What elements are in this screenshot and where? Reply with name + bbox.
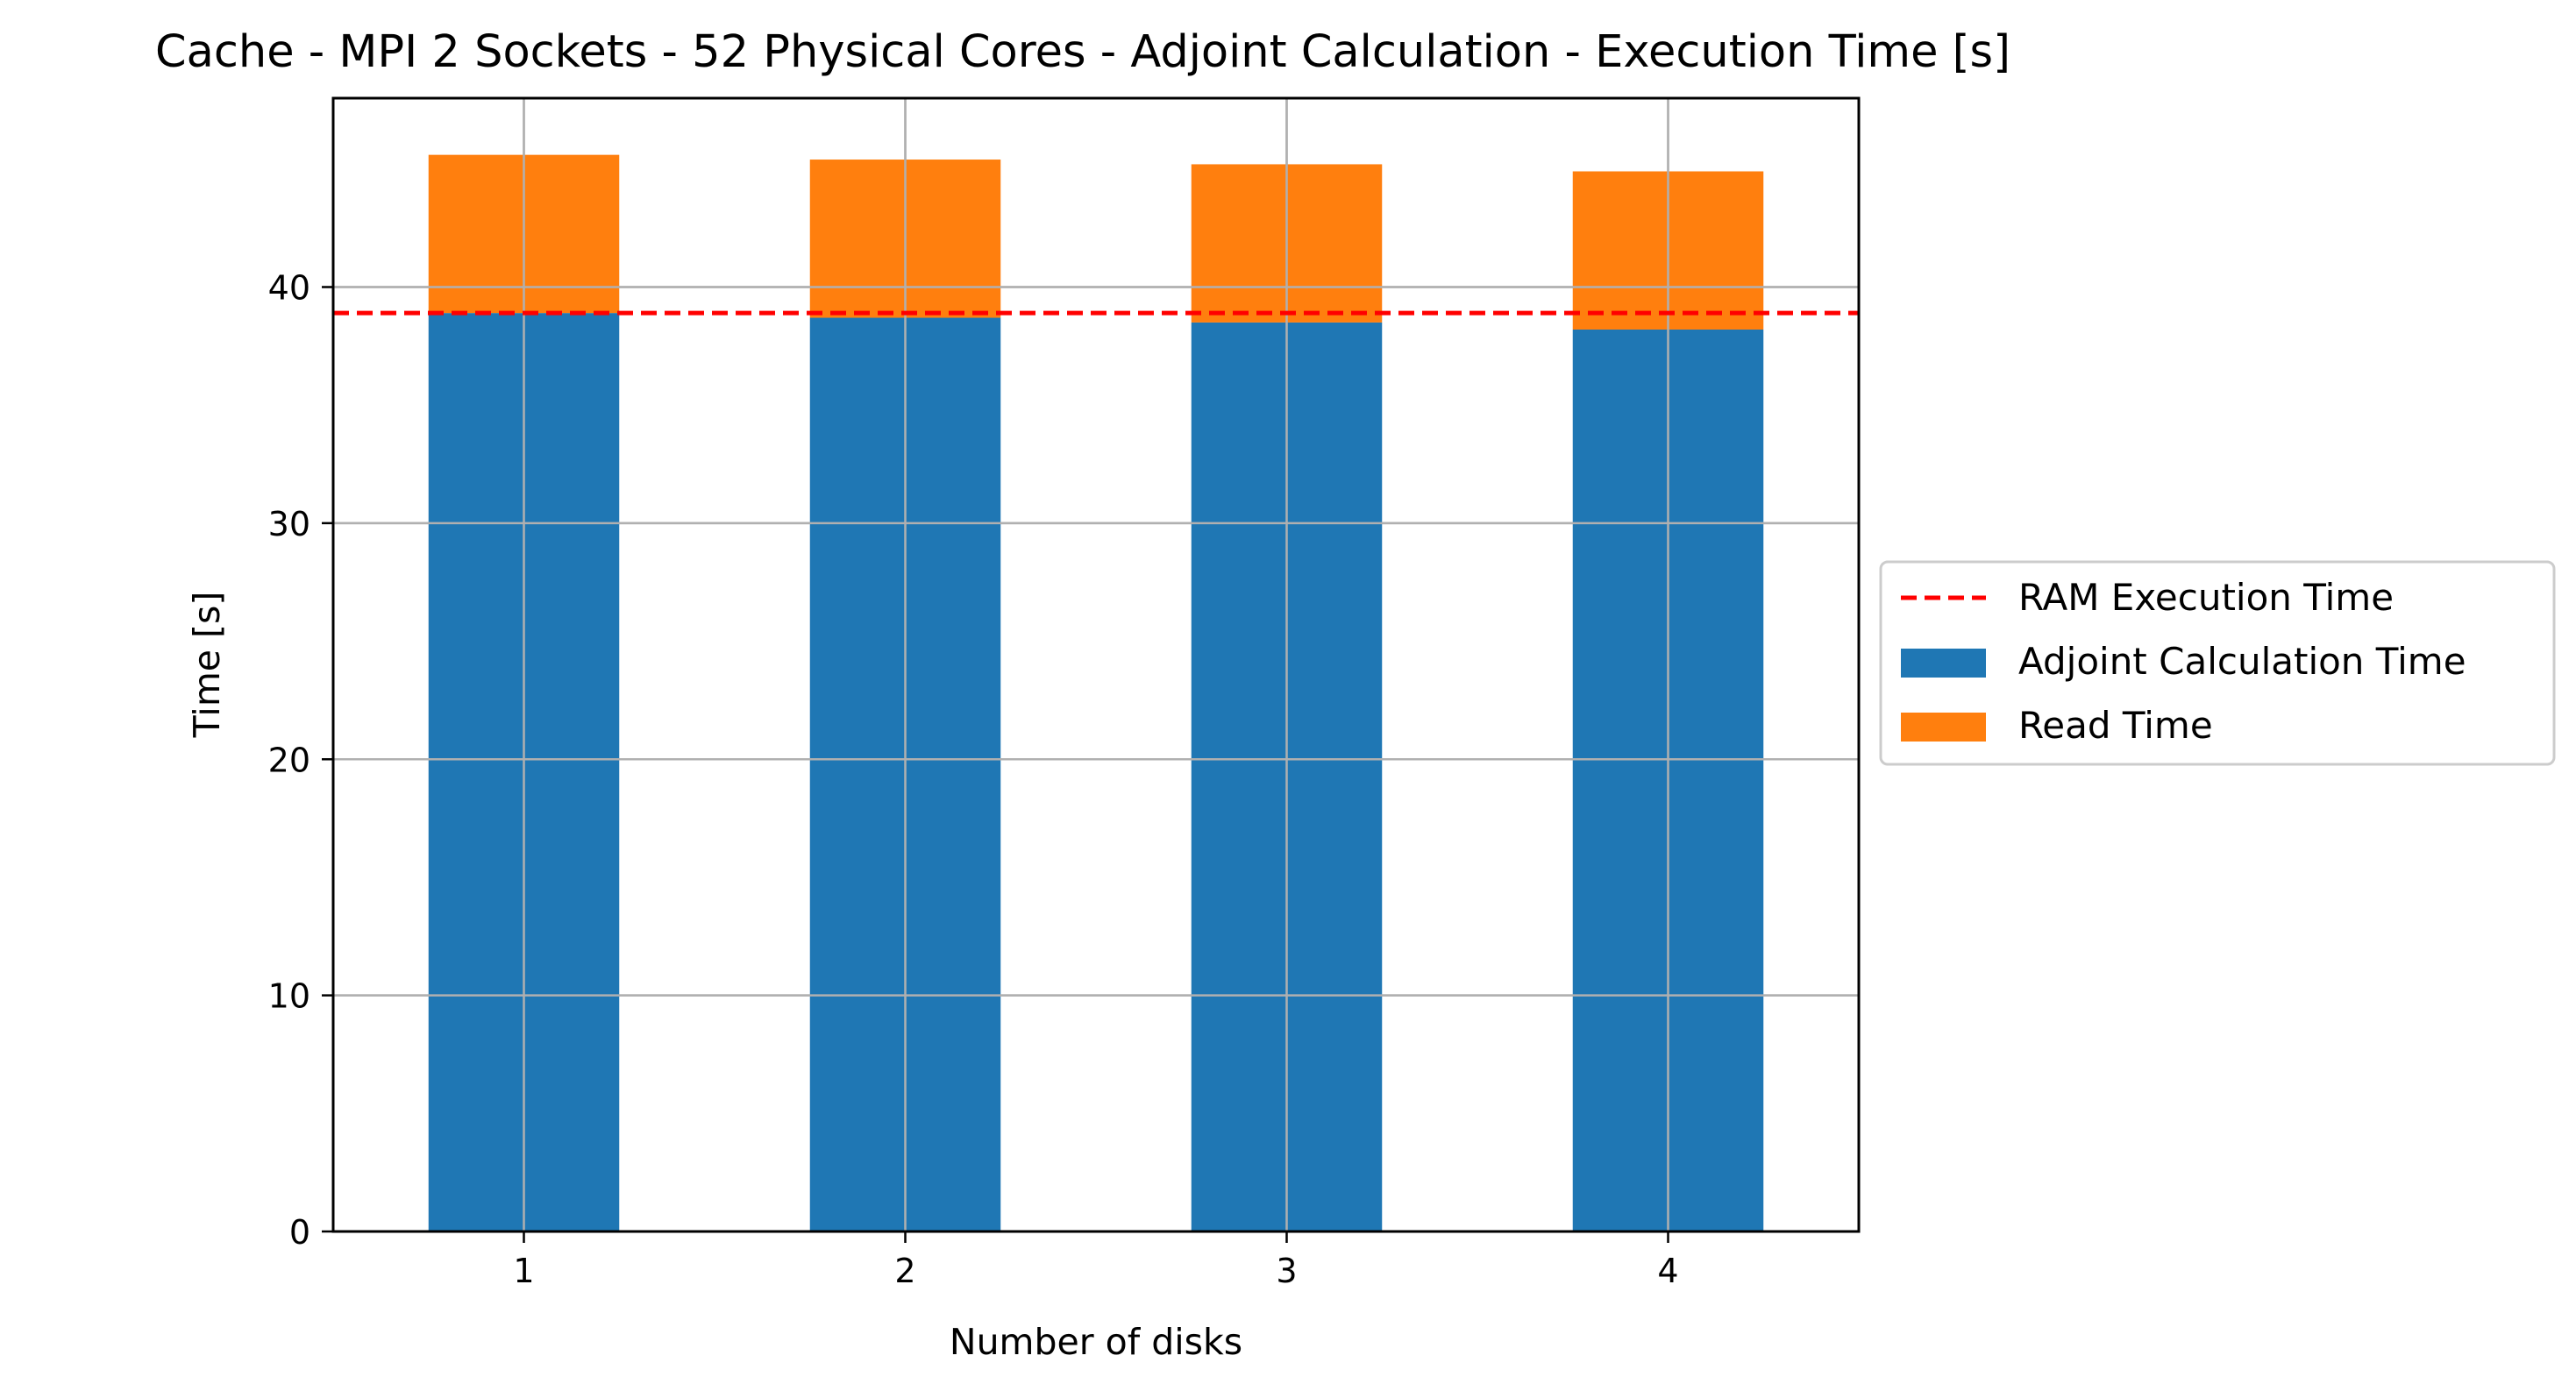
legend-label-ram-execution-time: RAM Execution Time <box>2018 576 2394 619</box>
legend-label-adjoint-calculation-time: Adjoint Calculation Time <box>2018 640 2466 683</box>
y-tick-label-20: 20 <box>268 741 310 779</box>
plot-frame <box>331 96 1861 1233</box>
x-tick-label-3: 3 <box>1276 1252 1297 1290</box>
y-axis-label: Time [s] <box>186 592 228 739</box>
x-tick-label-1: 1 <box>513 1252 534 1290</box>
y-tick-label-30: 30 <box>268 505 310 543</box>
legend-swatch-read-time <box>1901 713 1986 742</box>
bars <box>333 98 1859 1233</box>
y-tick-label-10: 10 <box>268 977 310 1016</box>
y-tick-label-40: 40 <box>268 269 310 308</box>
legend-swatch-adjoint-calculation-time <box>1901 649 1986 678</box>
x-tick-label-2: 2 <box>894 1252 915 1290</box>
legend-label-read-time: Read Time <box>2018 704 2213 747</box>
legend: RAM Execution Time Adjoint Calculation T… <box>1879 560 2556 766</box>
x-axis-label: Number of disks <box>950 1321 1242 1363</box>
chart-title: Cache - MPI 2 Sockets - 52 Physical Core… <box>155 26 2010 78</box>
y-tick-label-0: 0 <box>289 1213 310 1252</box>
x-axis-ticks: 1 2 3 4 <box>513 1231 1679 1290</box>
y-axis-ticks: 0 10 20 30 40 <box>268 269 333 1252</box>
x-tick-label-4: 4 <box>1657 1252 1678 1290</box>
legend-box <box>1879 560 2556 766</box>
